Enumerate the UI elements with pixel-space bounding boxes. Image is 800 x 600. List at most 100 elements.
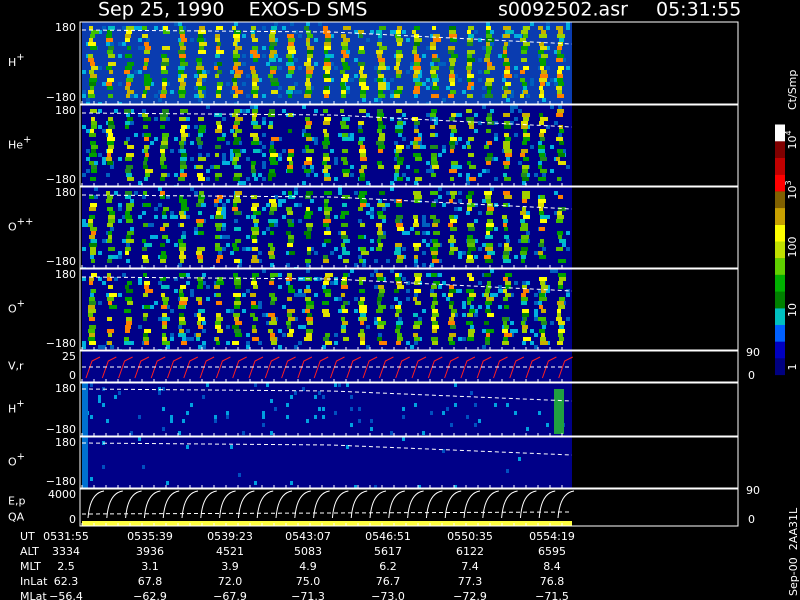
noise-cell (302, 325, 306, 329)
spectrum-cell (251, 30, 255, 34)
noise-cell (354, 297, 358, 301)
spectrum-cell (126, 219, 133, 223)
spectrum-cell (127, 281, 132, 285)
spectrum-cell (89, 70, 94, 74)
noise-cell (502, 78, 506, 82)
spectrum-cell (108, 133, 113, 137)
spectrum-cell (216, 90, 221, 94)
noise-cell (262, 94, 266, 98)
spectrum-cell (414, 86, 420, 90)
spectrum-cell (233, 50, 238, 54)
noise-cell (518, 161, 522, 165)
spectrum-cell (196, 137, 201, 141)
spectrum-cell (162, 313, 167, 317)
spectrum-cell (558, 285, 563, 289)
spectrum-cell (90, 34, 95, 38)
spectrum-cell (360, 74, 367, 78)
spectrum-cell (196, 66, 204, 70)
noise-cell (142, 465, 145, 469)
spectrum-cell (449, 289, 456, 293)
noise-cell (298, 293, 302, 297)
spectrum-cell (522, 141, 527, 145)
spectrum-cell (89, 26, 93, 30)
spectrum-cell (127, 145, 134, 149)
noise-cell (170, 149, 174, 153)
noise-cell (158, 281, 162, 285)
spectrum-cell (197, 38, 204, 42)
spectrum-cell (340, 82, 345, 86)
spectrum-cell (251, 141, 259, 145)
noise-cell (426, 231, 430, 235)
spectrum-cell (286, 90, 293, 94)
spectrum-cell (449, 34, 457, 38)
noise-cell (314, 395, 317, 399)
noise-cell (206, 153, 210, 157)
spectrum-cell (376, 50, 383, 54)
spectrum-cell (341, 78, 348, 82)
noise-cell (402, 277, 406, 281)
spectrum-cell (394, 173, 399, 177)
noise-cell (430, 117, 434, 121)
spectrum-cell (323, 289, 331, 293)
noise-cell (186, 125, 190, 129)
noise-cell (322, 285, 326, 289)
noise-cell (278, 137, 282, 141)
spectrum-cell (521, 297, 528, 301)
spectrum-cell (360, 297, 365, 301)
spectrum-cell (235, 191, 242, 195)
noise-cell (478, 173, 482, 177)
spectrum-cell (487, 219, 493, 223)
spectrum-cell (378, 243, 383, 247)
noise-cell (414, 263, 418, 267)
noise-cell (450, 243, 454, 247)
noise-cell (554, 82, 558, 86)
spectrum-cell (503, 223, 507, 227)
noise-cell (242, 62, 246, 66)
y-min-label: −180 (46, 423, 76, 436)
spectrum-cell (269, 281, 274, 285)
noise-cell (226, 235, 230, 239)
spectrum-cell (144, 137, 149, 141)
spectrum-cell (520, 153, 525, 157)
spectrum-cell (539, 153, 545, 157)
noise-cell (338, 255, 342, 259)
noise-cell (438, 285, 442, 289)
spectrum-cell (126, 173, 132, 177)
spectrum-cell (271, 203, 277, 207)
spectrum-cell (251, 169, 256, 173)
spectrum-cell (198, 259, 203, 263)
spectrum-cell (107, 223, 113, 227)
spectrum-cell (232, 325, 239, 329)
noise-cell (190, 293, 194, 297)
spectrum-cell (305, 82, 311, 86)
spectrum-cell (162, 58, 169, 62)
spectrum-cell (251, 121, 258, 125)
noise-cell (314, 109, 318, 113)
cell: 5083 (294, 545, 322, 558)
spectrum-cell (217, 255, 223, 259)
spectrum-cell (431, 285, 437, 289)
noise-cell (346, 86, 350, 90)
cell: 6595 (538, 545, 566, 558)
spectrum-cell (160, 94, 166, 98)
spectrum-cell (142, 34, 148, 38)
noise-cell (386, 82, 390, 86)
spectrum-cell (541, 289, 546, 293)
y-min-label: 0 (69, 369, 76, 382)
spectrum-cell (467, 38, 473, 42)
noise-cell (194, 227, 198, 231)
spectrum-cell (162, 337, 167, 341)
spectrum-cell (198, 177, 205, 181)
noise-cell (362, 263, 366, 267)
noise-cell (510, 105, 514, 109)
spectrum-cell (430, 125, 435, 129)
spectrum-cell (215, 243, 220, 247)
noise-cell (278, 273, 282, 277)
noise-cell (382, 78, 386, 82)
spectrum-cell (180, 34, 185, 38)
noise-cell (226, 415, 229, 419)
spectrum-cell (143, 66, 147, 70)
spectrum-cell (323, 259, 329, 263)
label-text: E,p (8, 495, 25, 508)
spectrum-cell (268, 329, 273, 333)
